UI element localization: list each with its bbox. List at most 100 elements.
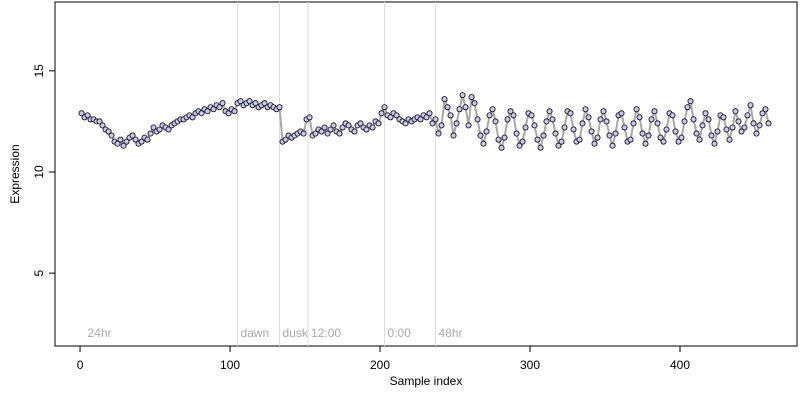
data-point: [576, 136, 583, 143]
data-point: [651, 108, 658, 115]
data-point: [663, 126, 670, 133]
plot-frame: [54, 1, 798, 347]
data-point: [300, 130, 307, 137]
data-point: [138, 138, 145, 145]
data-point: [453, 120, 460, 127]
data-point: [594, 134, 601, 141]
event-label: dusk: [283, 326, 309, 340]
x-tick-label: 0: [77, 358, 84, 372]
data-point: [462, 104, 469, 111]
y-tick-label: 5: [32, 269, 46, 276]
data-point: [684, 104, 691, 111]
data-point: [606, 132, 613, 139]
data-point: [165, 126, 172, 133]
data-point: [660, 138, 667, 145]
data-point: [144, 136, 151, 143]
data-point: [150, 124, 157, 131]
data-point: [435, 130, 442, 137]
data-point: [519, 138, 526, 145]
data-point: [363, 126, 370, 133]
data-point: [108, 132, 115, 139]
data-point: [765, 120, 772, 127]
data-point: [705, 116, 712, 123]
data-point: [726, 136, 733, 143]
data-point: [522, 124, 529, 131]
y-tick-label: 15: [32, 64, 46, 78]
data-point: [123, 138, 130, 145]
data-point: [693, 130, 700, 137]
data-point: [117, 136, 124, 143]
data-point: [438, 122, 445, 129]
data-point: [723, 126, 730, 133]
data-point: [426, 110, 433, 117]
data-point: [450, 132, 457, 139]
data-point: [591, 140, 598, 147]
data-point: [105, 128, 112, 135]
data-point: [276, 104, 283, 111]
data-point: [762, 106, 769, 113]
data-point: [528, 112, 535, 119]
event-label: 48hr: [439, 326, 463, 340]
data-point: [648, 116, 655, 123]
data-point: [495, 136, 502, 143]
data-point: [708, 132, 715, 139]
data-point: [585, 114, 592, 121]
x-tick-label: 100: [220, 358, 240, 372]
data-point: [546, 108, 553, 115]
data-point: [738, 128, 745, 135]
data-point: [306, 114, 313, 121]
data-point: [471, 100, 478, 107]
data-point: [393, 112, 400, 119]
data-point: [561, 124, 568, 131]
data-point: [447, 112, 454, 119]
data-point: [711, 140, 718, 147]
data-point: [468, 94, 475, 101]
data-point: [444, 104, 451, 111]
data-point: [114, 140, 121, 147]
data-point: [387, 114, 394, 121]
data-point: [714, 128, 721, 135]
y-axis-label: Expression: [8, 144, 22, 203]
data-point: [732, 108, 739, 115]
data-point: [252, 100, 259, 107]
data-point: [543, 118, 550, 125]
data-point: [375, 120, 382, 127]
data-point: [120, 142, 127, 149]
data-point: [312, 130, 319, 137]
data-point: [474, 116, 481, 123]
data-point: [156, 126, 163, 133]
data-point: [621, 124, 628, 131]
data-point: [378, 110, 385, 117]
data-point: [477, 132, 484, 139]
data-point: [567, 110, 574, 117]
x-tick-label: 300: [520, 358, 540, 372]
data-point: [246, 98, 253, 105]
data-point: [582, 106, 589, 113]
data-point: [537, 144, 544, 151]
data-point: [459, 92, 466, 99]
data-point: [516, 142, 523, 149]
data-point: [330, 122, 337, 129]
data-point: [729, 124, 736, 131]
data-point: [417, 116, 424, 123]
data-point: [441, 96, 448, 103]
data-point: [231, 108, 238, 115]
data-point: [198, 110, 205, 117]
data-point: [669, 112, 676, 119]
data-point: [318, 128, 325, 135]
data-point: [324, 130, 331, 137]
x-tick-label: 400: [670, 358, 690, 372]
data-point: [702, 110, 709, 117]
data-point: [510, 112, 517, 119]
data-point: [741, 124, 748, 131]
data-point: [321, 124, 328, 131]
data-point: [492, 118, 499, 125]
data-point: [675, 138, 682, 145]
data-point: [540, 132, 547, 139]
event-label: dawn: [241, 326, 270, 340]
data-point: [603, 118, 610, 125]
data-point: [189, 114, 196, 121]
data-point: [759, 110, 766, 117]
data-point: [531, 122, 538, 129]
